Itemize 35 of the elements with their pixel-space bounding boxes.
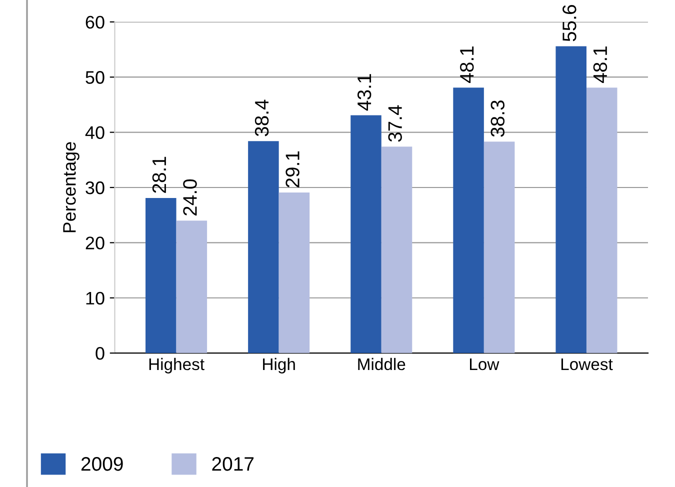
bar bbox=[556, 46, 586, 354]
x-tick-label: Middle bbox=[358, 358, 406, 370]
y-tick-label: 10 bbox=[86, 292, 104, 305]
bar bbox=[278, 192, 310, 354]
text: 48.1 bbox=[460, 46, 474, 83]
text: 37.4 bbox=[388, 105, 402, 142]
text: 29.1 bbox=[286, 151, 300, 188]
text: 43.1 bbox=[357, 74, 372, 111]
x-tick-label: Lowest bbox=[561, 358, 613, 370]
y-tick-label: 20 bbox=[86, 236, 104, 250]
bar bbox=[453, 88, 484, 354]
y-tick-label: 0 bbox=[96, 347, 104, 360]
y-tick-label: 60 bbox=[86, 16, 104, 29]
bar bbox=[146, 198, 176, 354]
text: 48.1 bbox=[593, 46, 608, 83]
y-tick-label: 40 bbox=[85, 126, 104, 140]
bar bbox=[484, 142, 515, 354]
x-tick-label: High bbox=[263, 358, 295, 374]
legend-label: 2017 bbox=[212, 457, 254, 471]
text: 38.4 bbox=[254, 100, 269, 136]
x-tick-label: Highest bbox=[149, 358, 204, 374]
bar bbox=[350, 115, 382, 354]
bar bbox=[381, 146, 412, 354]
text: 28.1 bbox=[152, 156, 166, 193]
y-axis-title: Percentage bbox=[63, 142, 80, 232]
bar bbox=[586, 88, 618, 354]
legend-label: 2009 bbox=[81, 457, 123, 471]
x-tick-label: Low bbox=[470, 358, 500, 370]
bar bbox=[176, 220, 208, 354]
text: 55.6 bbox=[562, 5, 576, 42]
text: 24.0 bbox=[183, 179, 197, 216]
text: 38.3 bbox=[490, 100, 505, 137]
y-tick-label: 30 bbox=[86, 181, 104, 194]
bar bbox=[248, 141, 279, 354]
y-tick-label: 50 bbox=[86, 71, 104, 84]
